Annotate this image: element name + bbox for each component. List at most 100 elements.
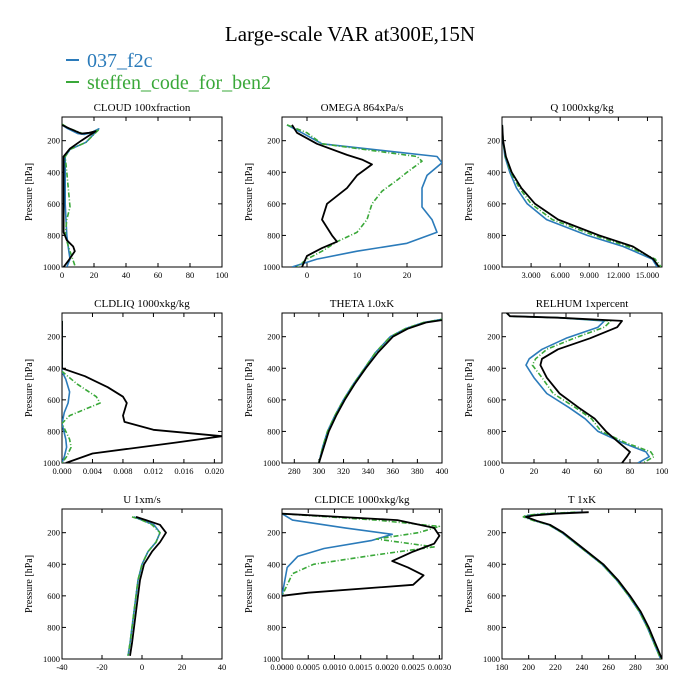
x-tick-label: -20 xyxy=(96,662,107,672)
y-axis-label: Pressure [hPa] xyxy=(464,555,475,613)
y-tick-label: 400 xyxy=(267,167,280,177)
legend-swatch-green xyxy=(66,81,79,84)
plot-frame xyxy=(61,508,223,660)
y-axis-label: Pressure [hPa] xyxy=(464,359,475,417)
series-line-black xyxy=(62,124,97,267)
y-tick-label: 200 xyxy=(487,332,500,342)
x-tick-label: 0.020 xyxy=(205,466,224,476)
x-tick-label: 180 xyxy=(496,662,509,672)
x-tick-label: 0 xyxy=(140,662,144,672)
y-tick-label: 400 xyxy=(487,363,500,373)
panel-title: T 1xK xyxy=(568,494,596,506)
x-tick-label: 280 xyxy=(629,662,642,672)
series-line-black xyxy=(502,124,660,267)
y-axis-label: Pressure [hPa] xyxy=(244,359,255,417)
plot-frame xyxy=(501,312,663,464)
y-tick-label: 1000 xyxy=(483,654,500,664)
x-tick-label: 20 xyxy=(90,270,99,280)
x-tick-label: 0.012 xyxy=(144,466,163,476)
x-tick-label: 0 xyxy=(500,466,504,476)
y-axis-label: Pressure [hPa] xyxy=(24,555,35,613)
x-tick-label: 20 xyxy=(403,270,412,280)
y-tick-label: 400 xyxy=(267,559,280,569)
x-tick-label: 9.000 xyxy=(580,270,599,280)
y-tick-label: 600 xyxy=(47,395,60,405)
panel-title: Q 1000xkg/kg xyxy=(550,102,614,114)
y-tick-label: 600 xyxy=(487,395,500,405)
x-tick-label: 240 xyxy=(576,662,589,672)
series-line-green xyxy=(62,320,101,463)
plot-frame xyxy=(281,508,443,660)
x-tick-label: 220 xyxy=(549,662,562,672)
y-tick-label: 600 xyxy=(487,199,500,209)
x-tick-label: 40 xyxy=(562,466,571,476)
series-line-black xyxy=(505,313,631,463)
y-tick-label: 600 xyxy=(487,591,500,601)
panel-title: U 1xm/s xyxy=(123,494,161,506)
series-line-black xyxy=(525,511,662,659)
panel-3: Q 1000xkg/kg Pressure [hPa] 200 400 600 800 10… xyxy=(464,102,663,280)
x-tick-label: 0.004 xyxy=(83,466,103,476)
legend-label-green: steffen_code_for_ben2 xyxy=(87,72,272,94)
figure-title: Large-scale VAR at300E,15N xyxy=(224,22,476,46)
x-tick-label: 10 xyxy=(353,270,362,280)
y-tick-label: 800 xyxy=(267,426,280,436)
x-tick-label: 0 xyxy=(60,270,64,280)
x-tick-label: 40 xyxy=(218,662,227,672)
y-tick-label: 600 xyxy=(267,395,280,405)
x-tick-label: 280 xyxy=(288,466,301,476)
y-tick-label: 1000 xyxy=(263,262,280,272)
series-line-green xyxy=(62,123,100,266)
y-tick-label: 200 xyxy=(487,136,500,146)
series-line-green xyxy=(127,516,161,656)
legend-label-blue: 037_f2c xyxy=(87,50,153,72)
y-tick-label: 800 xyxy=(267,622,280,632)
x-tick-label: 80 xyxy=(186,270,195,280)
y-tick-label: 200 xyxy=(267,332,280,342)
x-tick-label: 200 xyxy=(522,662,535,672)
x-tick-label: 60 xyxy=(594,466,603,476)
series-line-black xyxy=(282,512,441,597)
legend-entry-blue: 037_f2c xyxy=(66,50,153,73)
series-line-blue xyxy=(505,313,650,463)
y-tick-label: 400 xyxy=(267,363,280,373)
x-tick-label: 20 xyxy=(530,466,539,476)
series-line-green xyxy=(522,511,662,659)
x-tick-label: 320 xyxy=(337,466,350,476)
series-line-black xyxy=(291,124,373,267)
x-tick-label: 0.000 xyxy=(52,466,71,476)
y-tick-label: 800 xyxy=(47,230,60,240)
y-tick-label: 200 xyxy=(267,528,280,538)
panel-title: RELHUM 1xpercent xyxy=(536,298,629,310)
panel-4: CLDLIQ 1000xkg/kg Pressure [hPa] 200 400 600… xyxy=(24,298,224,476)
series-line-blue xyxy=(282,513,393,596)
series-line-blue xyxy=(286,124,442,267)
y-tick-label: 400 xyxy=(47,363,60,373)
x-tick-label: -40 xyxy=(56,662,67,672)
y-tick-label: 600 xyxy=(267,591,280,601)
x-tick-label: 6.000 xyxy=(551,270,570,280)
plot-frame xyxy=(501,508,663,660)
plot-frame xyxy=(501,116,663,268)
y-tick-label: 800 xyxy=(487,426,500,436)
x-tick-label: 40 xyxy=(122,270,131,280)
y-tick-label: 600 xyxy=(47,199,60,209)
panel-title: OMEGA 864xPa/s xyxy=(321,102,404,114)
y-tick-label: 1000 xyxy=(263,654,280,664)
x-tick-label: 0.0020 xyxy=(375,662,398,672)
y-tick-label: 200 xyxy=(47,332,60,342)
series-line-green xyxy=(286,124,423,267)
x-tick-label: 300 xyxy=(656,662,669,672)
y-tick-label: 1000 xyxy=(43,262,60,272)
y-tick-label: 1000 xyxy=(43,654,60,664)
x-tick-label: 0.0010 xyxy=(323,662,346,672)
x-tick-label: 260 xyxy=(602,662,615,672)
legend-swatch-blue xyxy=(66,59,79,62)
y-tick-label: 800 xyxy=(47,622,60,632)
series-line-black xyxy=(129,516,167,656)
panel-title: THETA 1.0xK xyxy=(330,298,395,310)
